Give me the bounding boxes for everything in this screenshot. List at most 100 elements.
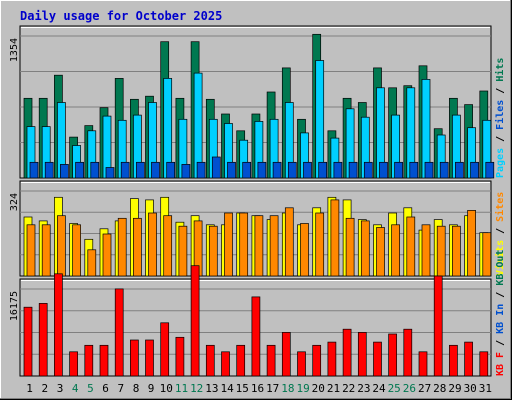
bar-sites-day-9 (148, 212, 157, 277)
x-tick-label: 29 (448, 382, 461, 395)
x-tick-label: 28 (433, 382, 446, 395)
bar-pages-day-14 (227, 161, 236, 179)
bar-pages-day-4 (75, 161, 84, 179)
bar-sites-day-16 (254, 215, 264, 277)
legend-item: / (495, 130, 506, 148)
y-max-label: 324 (9, 193, 20, 211)
panel-kbytes: 16175 KB F / KB In / KB Out (9, 250, 506, 377)
x-tick-label: 31 (479, 382, 492, 395)
bar-kb_f-day-10 (160, 322, 170, 377)
bar-kb_f-day-28 (433, 275, 443, 377)
bar-sites-day-21 (330, 199, 340, 277)
x-tick-label: 10 (160, 382, 173, 395)
legend-item: / (495, 334, 506, 352)
bar-sites-day-28 (436, 225, 446, 277)
bar-pages-day-12 (196, 161, 206, 179)
bar-pages-day-20 (318, 161, 328, 179)
bar-sites-day-4 (72, 224, 81, 277)
bar-pages-day-11 (181, 164, 191, 179)
bar-kb_f-day-22 (342, 328, 352, 377)
bar-pages-day-16 (257, 161, 267, 179)
bar-kb_f-day-25 (388, 333, 397, 377)
legend-item: Sites (494, 192, 506, 222)
bar-kb_f-day-7 (114, 288, 124, 377)
bar-sites-day-1 (26, 224, 36, 277)
bar-kb_f-day-8 (130, 339, 139, 377)
bar-pages-day-26 (409, 161, 419, 179)
x-tick-label: 6 (102, 382, 109, 395)
bar-pages-day-9 (151, 161, 160, 179)
bar-sites-day-30 (467, 210, 476, 277)
bar-pages-day-31 (485, 161, 495, 179)
bar-pages-day-13 (211, 156, 221, 179)
x-tick-label: 23 (357, 382, 370, 395)
y-max-label: 1354 (9, 38, 20, 62)
x-tick-label: 16 (251, 382, 264, 395)
bar-kb_f-day-26 (403, 328, 413, 377)
x-tick-label: 11 (175, 382, 188, 395)
x-tick-label: 25 (388, 382, 401, 395)
x-tick-label: 21 (327, 382, 340, 395)
x-tick-label: 15 (236, 382, 249, 395)
legend-visits-sites: Visits / Sites (494, 192, 506, 276)
legend-item: Files (494, 100, 506, 130)
x-tick-label: 30 (464, 382, 477, 395)
chart-title: Daily usage for October 2025 (20, 9, 222, 23)
legend-item: Pages (495, 148, 506, 178)
bar-pages-day-7 (120, 161, 130, 179)
bar-sites-day-13 (208, 225, 218, 277)
bar-pages-day-22 (348, 161, 358, 179)
x-tick-label: 12 (190, 382, 203, 395)
bar-kb_f-day-14 (221, 351, 230, 377)
bar-sites-day-19 (300, 223, 309, 277)
bar-sites-day-6 (102, 233, 112, 277)
bar-pages-day-25 (394, 161, 403, 179)
x-tick-label: 5 (87, 382, 94, 395)
bar-kb_f-day-24 (373, 341, 382, 377)
bar-kb_f-day-18 (281, 332, 291, 377)
legend-kbytes: KB F / KB In / KB Out (495, 250, 506, 376)
bar-kb_f-day-21 (327, 341, 337, 377)
bar-sites-day-20 (315, 212, 325, 277)
x-tick-label: 18 (281, 382, 294, 395)
bar-kb_f-day-9 (145, 339, 154, 377)
bar-kb_f-day-31 (479, 351, 489, 377)
y-max-label: 16175 (9, 291, 20, 321)
bar-sites-day-17 (269, 215, 279, 277)
bar-kb_f-day-13 (205, 344, 215, 377)
bar-sites-day-27 (421, 224, 431, 277)
bar-sites-day-7 (117, 217, 127, 277)
bar-sites-day-11 (178, 225, 188, 277)
bar-kb_f-day-16 (251, 296, 261, 377)
x-tick-label: 1 (26, 382, 33, 395)
bar-sites-day-3 (57, 215, 66, 277)
x-tick-label: 20 (312, 382, 325, 395)
panel-visits-sites: 324 Visits / Sites (9, 180, 506, 277)
x-tick-label: 4 (72, 382, 79, 395)
x-tick-label: 24 (372, 382, 386, 395)
bar-pages-day-1 (29, 161, 39, 179)
legend-item: KB F (495, 352, 506, 376)
bar-pages-day-2 (44, 161, 54, 179)
bar-kb_f-day-4 (69, 351, 78, 377)
bar-kb_f-day-20 (312, 344, 322, 377)
bar-sites-day-31 (482, 232, 492, 277)
bar-sites-day-5 (87, 249, 97, 277)
legend-item: KB Out (495, 250, 506, 286)
bar-files-day-20 (315, 60, 325, 179)
bar-kb_f-day-5 (84, 344, 94, 377)
bar-kb_f-day-17 (266, 344, 276, 377)
legend-item: / (495, 222, 506, 240)
bar-pages-day-19 (303, 161, 312, 179)
bar-sites-day-14 (224, 212, 233, 277)
bar-sites-day-15 (239, 212, 249, 277)
legend-hits-files-pages: Pages / Files / Hits (494, 58, 506, 178)
x-tick-label: 22 (342, 382, 355, 395)
bar-pages-day-29 (455, 161, 464, 179)
bar-pages-day-8 (136, 161, 145, 179)
chart-panels: 1354 Pages / Files / Hits 324 Visits / Site… (9, 25, 506, 377)
bar-sites-day-29 (452, 225, 461, 277)
bar-pages-day-30 (470, 161, 479, 179)
